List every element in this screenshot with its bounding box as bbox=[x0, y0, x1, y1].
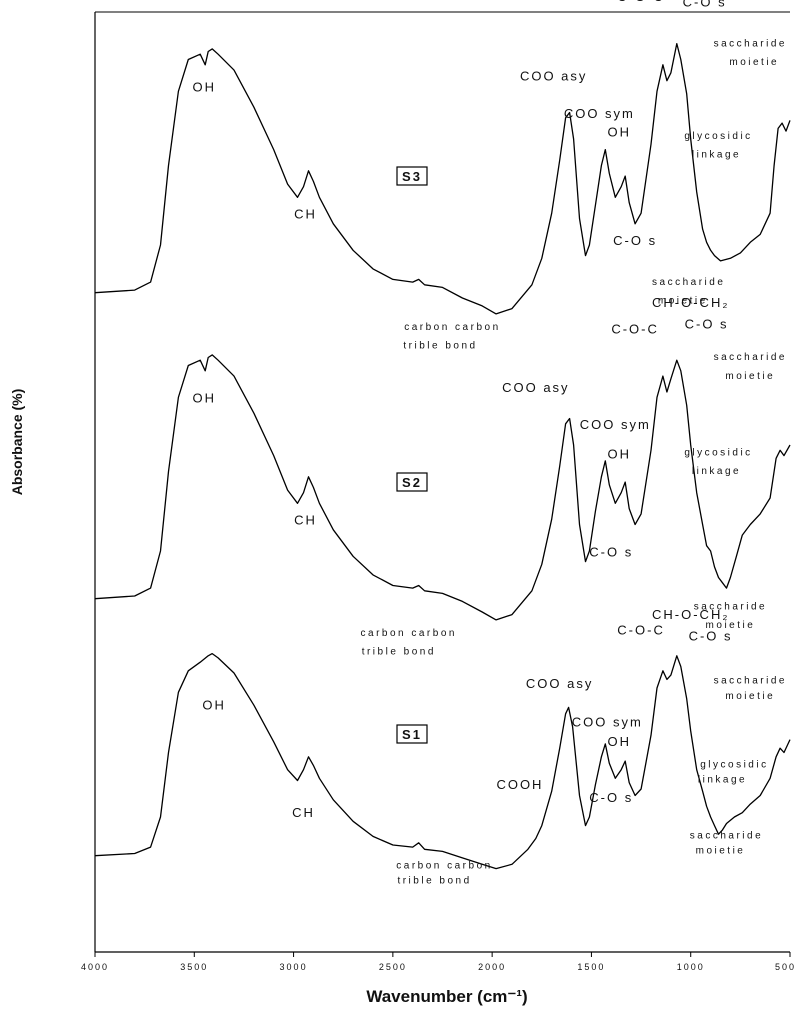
peak-annotation: COO sym bbox=[572, 715, 643, 730]
peak-annotation: C-O s bbox=[683, 0, 727, 10]
peak-annotation: moietie bbox=[706, 620, 756, 631]
peak-annotation: CH-O-CH₂ bbox=[652, 295, 729, 310]
peak-annotation: moietie bbox=[725, 371, 775, 382]
series-line-s3 bbox=[94, 42, 791, 315]
peak-annotation: C-O-C bbox=[617, 622, 665, 637]
peak-annotation: saccharide bbox=[714, 676, 787, 687]
x-tick-label: 1500 bbox=[577, 962, 605, 972]
x-tick-label: 2500 bbox=[379, 962, 407, 972]
sample-label-s1: S1 bbox=[396, 724, 428, 744]
peak-annotation: trible bond bbox=[362, 646, 436, 657]
peak-annotation: carbon carbon bbox=[396, 861, 492, 872]
peak-annotation: C-O s bbox=[685, 316, 729, 331]
sample-label-s2: S2 bbox=[396, 472, 428, 492]
peak-annotation: CH bbox=[294, 513, 317, 528]
peak-annotation: OH bbox=[607, 446, 631, 461]
peak-annotation: C-O s bbox=[589, 790, 633, 805]
peak-annotation: OH bbox=[607, 734, 631, 749]
x-tick-label: 2000 bbox=[478, 962, 506, 972]
peak-annotation: glycosidic bbox=[700, 760, 768, 771]
peak-annotation: COO asy bbox=[502, 380, 569, 395]
peak-annotation: CH-O-CH₂ bbox=[652, 607, 729, 622]
peak-annotation: COO sym bbox=[564, 106, 635, 121]
sample-label-text: S1 bbox=[402, 727, 422, 742]
x-tick-label: 4000 bbox=[81, 962, 109, 972]
peak-annotation: trible bond bbox=[403, 340, 477, 351]
peak-annotation: linkage bbox=[692, 466, 741, 477]
peak-annotation: OH bbox=[192, 391, 216, 406]
peak-annotation: COO sym bbox=[580, 417, 651, 432]
sample-label-s3: S3 bbox=[396, 166, 428, 186]
series-line-s1 bbox=[94, 652, 791, 870]
sample-label-box bbox=[396, 472, 428, 492]
x-axis-label: Wavenumber (cm⁻¹) bbox=[366, 987, 527, 1006]
peak-annotation: C-O s bbox=[589, 544, 633, 559]
peak-annotation: glycosidic bbox=[684, 448, 752, 459]
peak-annotation: CH bbox=[294, 207, 317, 222]
series-line-s2 bbox=[94, 354, 791, 621]
peak-annotation: OH bbox=[192, 79, 216, 94]
peak-annotation: COO asy bbox=[526, 676, 593, 691]
peak-annotation: trible bond bbox=[397, 876, 471, 887]
peak-annotation: linkage bbox=[698, 775, 747, 786]
peak-annotation: C-O s bbox=[613, 233, 657, 248]
sample-label-text: S3 bbox=[402, 169, 422, 184]
peak-annotation: CH bbox=[292, 805, 315, 820]
peak-annotation: saccharide bbox=[714, 352, 787, 363]
peak-annotation: OH bbox=[607, 124, 631, 139]
peak-annotation: moietie bbox=[729, 57, 779, 68]
peak-annotation: COO asy bbox=[520, 69, 587, 84]
sample-label-text: S2 bbox=[402, 475, 422, 490]
peak-annotation: moietie bbox=[696, 846, 746, 857]
x-tick-label: 500 bbox=[775, 962, 796, 972]
peak-annotation: C-O-C bbox=[617, 0, 665, 4]
x-tick-label: 1000 bbox=[677, 962, 705, 972]
peak-annotation: saccharide bbox=[694, 601, 767, 612]
peak-annotation: moietie bbox=[658, 295, 708, 306]
peak-annotation: moietie bbox=[725, 691, 775, 702]
peak-annotation: C-O-C bbox=[611, 322, 659, 337]
peak-annotation: carbon carbon bbox=[361, 628, 457, 639]
x-ticks: 4000 3500 3000 2500 2000 1500 1000 500 bbox=[81, 952, 796, 972]
peak-annotation: glycosidic bbox=[684, 131, 752, 142]
peak-annotation: linkage bbox=[692, 150, 741, 161]
sample-label-box bbox=[396, 166, 428, 186]
x-tick-label: 3500 bbox=[180, 962, 208, 972]
plot-axes bbox=[94, 11, 790, 953]
y-axis-label: Absorbance (%) bbox=[9, 389, 25, 496]
peak-annotation: carbon carbon bbox=[404, 322, 500, 333]
series-layer: S3 S2 S1 bbox=[94, 42, 791, 870]
peak-annotation: OH bbox=[202, 698, 226, 713]
peak-annotation: saccharide bbox=[652, 277, 725, 288]
peak-annotation: saccharide bbox=[714, 38, 787, 49]
peak-annotation: C-O s bbox=[689, 629, 733, 644]
peak-annotation: saccharide bbox=[690, 831, 763, 842]
x-tick-label: 3000 bbox=[280, 962, 308, 972]
sample-label-box bbox=[396, 724, 428, 744]
peak-annotation: COOH bbox=[496, 777, 543, 792]
